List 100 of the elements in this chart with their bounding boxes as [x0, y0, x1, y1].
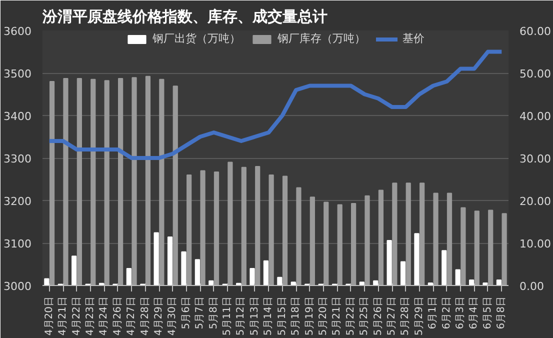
x-tick-label: 5月6日 [180, 296, 192, 330]
bar [324, 202, 329, 286]
bar [469, 279, 474, 286]
bar [400, 261, 406, 286]
x-tick-label: 5月27日 [386, 296, 398, 336]
bar [167, 236, 173, 286]
bar [263, 260, 269, 286]
bar [255, 166, 260, 286]
x-tick-label: 5月21日 [332, 296, 343, 336]
bar [406, 182, 411, 286]
bar [49, 81, 55, 286]
legend-label: 钢厂出货（万吨） [152, 31, 240, 46]
x-tick-label: 5月29日 [414, 296, 425, 336]
y2-tick-label: 10.00 [520, 238, 551, 250]
x-tick-label: 5月7日 [194, 296, 206, 330]
line-series [47, 50, 504, 160]
bar [104, 80, 110, 286]
chart-title: 汾渭平原盘线价格指数、库存、成交量总计 [42, 8, 328, 26]
x-tick-label: 5月19日 [304, 296, 316, 336]
y2-tick-label: 40.00 [520, 110, 551, 123]
bar [159, 78, 164, 286]
bar [63, 78, 68, 286]
bar [442, 250, 447, 286]
y2-tick-label: 0.00 [520, 280, 544, 293]
x-tick-label: 6月3日 [455, 296, 466, 330]
legend-label: 钢厂库存（万吨） [278, 31, 366, 46]
bar [282, 176, 288, 286]
x-tick-label: 5月26日 [372, 296, 384, 336]
bar [296, 187, 302, 286]
x-tick-label: 6月5日 [482, 296, 494, 330]
bar [250, 268, 255, 286]
bar [132, 77, 137, 286]
bar [364, 195, 370, 286]
bar [186, 174, 192, 286]
bar [181, 251, 186, 286]
y-tick-label: 3000 [4, 280, 32, 293]
x-tick-label: 5月8日 [208, 296, 220, 330]
bar [172, 86, 178, 286]
bar [145, 76, 151, 286]
y2-tick-label: 60.00 [520, 25, 551, 38]
x-tick-label: 4月28日 [140, 296, 151, 336]
bar [496, 279, 502, 286]
bar [268, 174, 274, 286]
bar [228, 162, 233, 286]
bar [433, 192, 438, 286]
x-tick-label: 4月20日 [44, 296, 55, 336]
bar [126, 268, 132, 286]
x-tick-label: 4月27日 [126, 296, 138, 336]
bar [414, 233, 420, 286]
x-tick-label: 5月11日 [222, 296, 234, 336]
x-tick-label: 6月8日 [496, 296, 508, 330]
x-tick-label: 4月30日 [167, 296, 178, 336]
x-tick-label: 4月21日 [58, 296, 69, 336]
y-tick-label: 3500 [4, 68, 32, 80]
x-tick-label: 4月24日 [98, 296, 110, 336]
bar [154, 232, 159, 286]
bar [378, 190, 384, 286]
bar [277, 276, 282, 286]
bar [420, 182, 425, 286]
bar [194, 259, 200, 286]
bar [351, 202, 356, 286]
bar [386, 240, 392, 286]
y2-tick-label: 30.00 [520, 152, 551, 166]
bar [214, 172, 220, 286]
x-tick-label: 4月22日 [71, 296, 82, 336]
bar [241, 166, 246, 286]
bar [290, 282, 296, 286]
y-tick-label: 3400 [4, 110, 32, 123]
y-tick-label: 3600 [4, 25, 32, 38]
x-tick-label: 5月12日 [236, 296, 247, 336]
bar [337, 204, 342, 286]
x-tick-label: 4月23日 [84, 296, 96, 336]
legend-label: 基价 [402, 31, 424, 46]
x-tick-label: 5月14日 [263, 296, 274, 336]
bar [310, 196, 315, 286]
x-tick-label: 5月15日 [276, 296, 288, 336]
y-tick-label: 3100 [4, 238, 32, 250]
y-tick-label: 3300 [4, 152, 32, 166]
bar [76, 78, 82, 286]
x-tick-label: 4月26日 [112, 296, 124, 336]
x-tick-label: 6月4日 [468, 296, 480, 330]
bar [502, 213, 507, 286]
bar [446, 192, 452, 286]
y2-tick-label: 50.00 [520, 68, 551, 80]
bar [488, 210, 494, 286]
x-tick-label: 5月25日 [359, 296, 370, 336]
bar [455, 269, 460, 286]
bar [118, 78, 124, 286]
y2-tick-label: 20.00 [520, 195, 551, 208]
x-tick-label: 6月1日 [428, 296, 439, 330]
x-tick-label: 5月22日 [345, 296, 356, 336]
bar [392, 182, 398, 286]
bar [44, 278, 50, 286]
bar [200, 170, 206, 286]
y-tick-label: 3200 [4, 195, 32, 208]
x-tick-label: 6月2日 [441, 296, 452, 330]
bar [72, 256, 77, 286]
x-tick-label: 5月20日 [318, 296, 329, 336]
x-tick-label: 4月29日 [154, 296, 164, 336]
bar [90, 78, 96, 286]
